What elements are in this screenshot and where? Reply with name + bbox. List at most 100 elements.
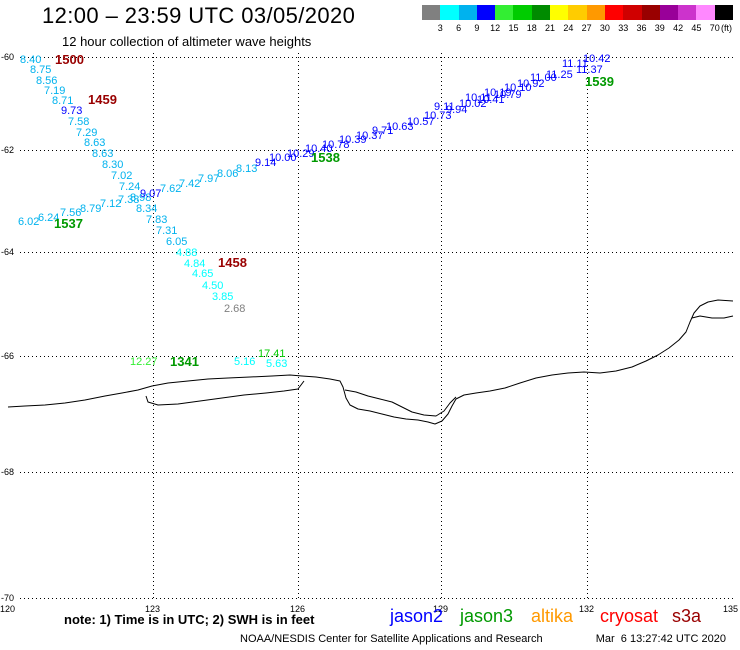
color-scale-tick-label: 6 — [456, 23, 462, 33]
color-scale-swatch — [495, 5, 514, 20]
wave-height-label: 7.38 — [118, 194, 140, 206]
page-subtitle: 12 hour collection of altimeter wave hei… — [62, 34, 312, 49]
wave-height-label: 8.30 — [102, 159, 124, 171]
latitude-label: -60 — [1, 52, 15, 62]
wave-height-label: 11.25 — [546, 69, 573, 81]
wave-height-label: 4.50 — [202, 280, 224, 292]
wave-height-label: 7.19 — [44, 85, 66, 97]
wave-height-label: 11.11 — [562, 58, 588, 70]
color-scale-tick-label: 45 — [691, 23, 702, 33]
track-time-label: 1500 — [55, 52, 84, 67]
wave-height-label: 2.68 — [224, 303, 246, 315]
track-time-label: 1538 — [311, 150, 340, 165]
latitude-label: -70 — [1, 593, 15, 603]
wave-height-label: 7.29 — [76, 127, 98, 139]
wave-height-label: 7.97 — [198, 173, 220, 185]
longitude-label: 126 — [290, 604, 306, 614]
wave-height-label: 10.39 — [339, 134, 367, 146]
wave-height-label: 5.16 — [234, 356, 256, 368]
color-scale-tick-label: 21 — [545, 23, 556, 33]
latitude-label: -64 — [1, 247, 15, 257]
color-scale-tick-label: 39 — [654, 23, 665, 33]
color-scale-tick-label: 12 — [490, 23, 501, 33]
color-scale-tick-label: 27 — [581, 23, 592, 33]
wave-height-label: 7.58 — [68, 116, 90, 128]
wave-height-label: 10.79 — [494, 89, 522, 101]
units-note: note: 1) Time is in UTC; 2) SWH is in fe… — [64, 612, 315, 627]
wave-height-label: 9.73 — [61, 105, 83, 117]
track-time-label: 1539 — [585, 74, 614, 89]
wave-height-label: 4.84 — [184, 258, 206, 270]
wave-height-label: 8.79 — [80, 203, 102, 215]
wave-height-label: 7.62 — [160, 183, 182, 195]
color-scale-tick-label: 42 — [673, 23, 684, 33]
latitude-label: -68 — [1, 467, 15, 477]
wave-height-label: 10.92 — [517, 78, 545, 90]
footer-timestamp: Mar 6 13:27:42 UTC 2020 — [595, 633, 726, 645]
latitude-label: -62 — [1, 145, 15, 155]
wave-height-label: 17.41 — [258, 348, 286, 360]
color-scale-swatch — [550, 5, 569, 20]
wave-height-label: 10.29 — [287, 148, 315, 160]
legend-mission-altika: altika — [531, 606, 574, 626]
wave-height-label: 9.94 — [446, 104, 468, 116]
wave-height-label: 10.00 — [269, 152, 297, 164]
wave-height-label: 7.02 — [111, 170, 133, 182]
wave-height-label: 7.56 — [60, 207, 82, 219]
wave-height-label: 10.11 — [465, 92, 492, 104]
legend-mission-jason3: jason3 — [460, 606, 514, 626]
color-scale-swatch — [422, 5, 441, 20]
color-scale-unit: (ft) — [721, 23, 732, 33]
color-scale-tick-label: 9 — [474, 23, 480, 33]
longitude-label: 135 — [723, 604, 739, 614]
ice-shelf-edge — [145, 380, 305, 406]
longitude-label: 123 — [145, 604, 161, 614]
color-scale-swatch — [696, 5, 715, 20]
wave-height-label: 10.19 — [484, 87, 512, 99]
wave-height-label: 8.63 — [84, 137, 106, 149]
color-scale-tick-label: 33 — [618, 23, 629, 33]
wave-height-label: 10.42 — [583, 53, 611, 65]
wave-height-label: 7.31 — [156, 225, 178, 237]
color-scale-swatch — [513, 5, 532, 20]
wave-height-label: 11.00 — [530, 72, 557, 84]
wave-height-label: 8.13 — [236, 163, 258, 175]
wave-height-label: 6.02 — [18, 216, 40, 228]
wave-height-label: 9.11 — [434, 101, 455, 113]
wave-height-label: 9.71 — [372, 125, 394, 137]
track-time-label: 1341 — [170, 354, 199, 369]
color-scale-swatch — [623, 5, 642, 20]
wave-height-label: 7.42 — [179, 178, 201, 190]
color-scale-tick-label: 15 — [508, 23, 519, 33]
color-scale-swatch — [568, 5, 587, 20]
longitude-label: 132 — [579, 604, 595, 614]
wave-height-label: 10.41 — [477, 94, 505, 106]
wave-height-label: 10.57 — [407, 116, 435, 128]
longitude-label: 129 — [433, 604, 449, 614]
color-scale-swatch — [659, 5, 679, 20]
color-scale-swatch — [586, 5, 605, 20]
color-scale-tick-label: 30 — [599, 23, 610, 33]
wave-height-label: 5.63 — [266, 358, 288, 370]
wave-height-label: 10.40 — [305, 143, 333, 155]
track-time-label: 1458 — [218, 255, 247, 270]
legend-mission-s3a: s3a — [672, 606, 702, 626]
coastline-segment — [691, 315, 734, 319]
wave-height-label: 7.83 — [146, 214, 168, 226]
color-scale-tick-label: 24 — [563, 23, 574, 33]
page-title: 12:00 – 23:59 UTC 03/05/2020 — [42, 3, 356, 28]
color-scale-swatch — [531, 5, 551, 20]
wave-height-label: 8.56 — [36, 75, 58, 87]
wave-height-label: 10.10 — [504, 82, 532, 94]
wave-height-label: 8.06 — [217, 168, 239, 180]
track-time-label: 1459 — [88, 92, 117, 107]
color-scale-swatch — [604, 5, 624, 20]
color-scale-swatch — [714, 5, 734, 20]
coastline-segment — [7, 299, 734, 425]
color-scale-swatch — [641, 5, 660, 20]
color-scale-swatch — [678, 5, 697, 20]
wave-height-label: 7.12 — [100, 198, 122, 210]
color-scale-swatch — [458, 5, 477, 20]
